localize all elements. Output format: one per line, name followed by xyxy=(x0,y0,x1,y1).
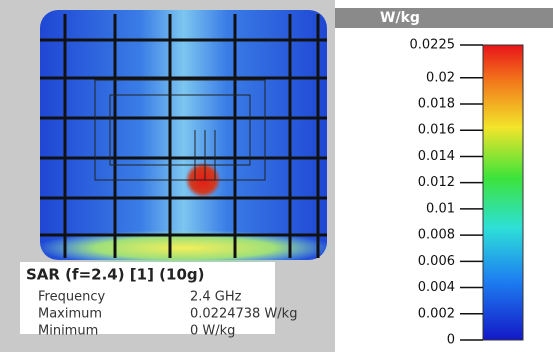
tick-label: 0.008 xyxy=(418,228,455,243)
tick-label: 0.012 xyxy=(418,175,455,190)
tick-label: 0.006 xyxy=(418,254,455,269)
tick-label: 0.014 xyxy=(418,149,455,164)
tick-label: 0.002 xyxy=(418,306,455,321)
tick-label: 0.018 xyxy=(418,97,455,112)
unit-label: W/kg xyxy=(380,10,420,26)
info-title: SAR (f=2.4) [1] (10g) xyxy=(26,266,204,284)
tick-label: 0.01 xyxy=(426,201,455,216)
tick-label: 0.0225 xyxy=(410,38,456,53)
unit-header xyxy=(335,8,553,28)
tick-label: 0 xyxy=(447,333,455,348)
info-key: Maximum xyxy=(38,307,102,322)
tick-label: 0.02 xyxy=(426,70,455,85)
info-value: 0.0224738 W/kg xyxy=(190,307,297,322)
info-key: Minimum xyxy=(38,324,98,339)
model xyxy=(35,10,335,266)
info-key: Frequency xyxy=(38,290,105,305)
info-value: 2.4 GHz xyxy=(190,290,242,305)
sar-view: W/kg 0.0225 0.02 0.018 0.016 0.014 0.012 0.01 0… xyxy=(0,0,553,352)
page: W/kg 0.0225 0.02 0.018 0.016 0.014 0.012 0.01 0… xyxy=(0,0,553,352)
color-scale xyxy=(483,45,523,340)
info-value: 0 W/kg xyxy=(190,324,235,339)
tick-label: 0.016 xyxy=(418,123,455,138)
tick-label: 0.004 xyxy=(418,280,455,295)
